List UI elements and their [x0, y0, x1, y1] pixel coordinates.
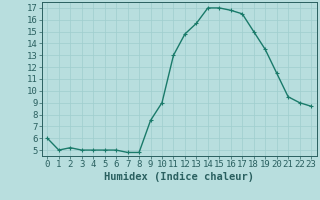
X-axis label: Humidex (Indice chaleur): Humidex (Indice chaleur): [104, 172, 254, 182]
